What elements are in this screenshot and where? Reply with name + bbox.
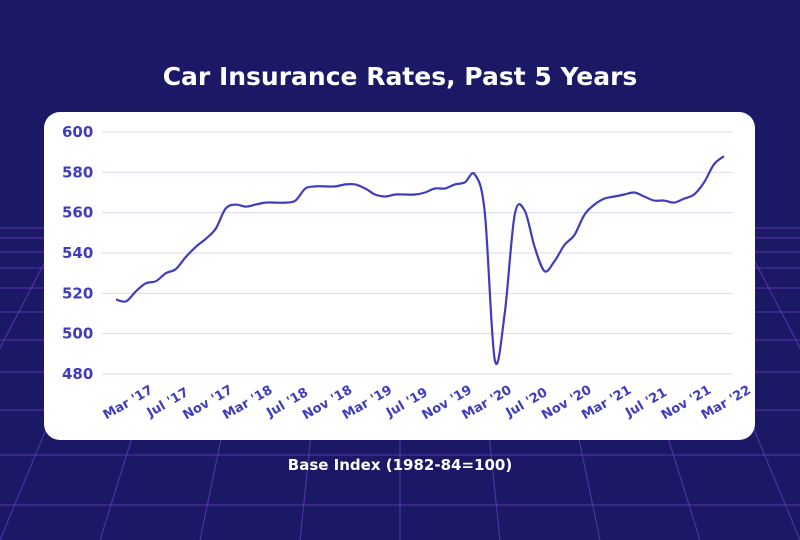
x-tick-label: Mar '17 [101, 383, 156, 423]
chart-card: 480 500 520 540 560 580 600 Mar '17 Jul '17 Nov '… [44, 112, 755, 440]
y-tick-label: 600 [62, 123, 93, 141]
y-tick-label: 520 [62, 284, 93, 302]
y-tick-label: 500 [62, 325, 93, 343]
y-tick-label: 540 [62, 244, 93, 262]
y-tick-label: 480 [62, 365, 93, 383]
y-tick-label: 560 [62, 204, 93, 222]
grid-vertical-line [737, 227, 800, 350]
y-tick-label: 580 [62, 163, 93, 181]
series-line [115, 155, 725, 365]
x-axis-label: Base Index (1982-84=100) [287, 456, 513, 474]
chart-title: Car Insurance Rates, Past 5 Years [162, 62, 638, 91]
grid-vertical-line [0, 227, 63, 350]
